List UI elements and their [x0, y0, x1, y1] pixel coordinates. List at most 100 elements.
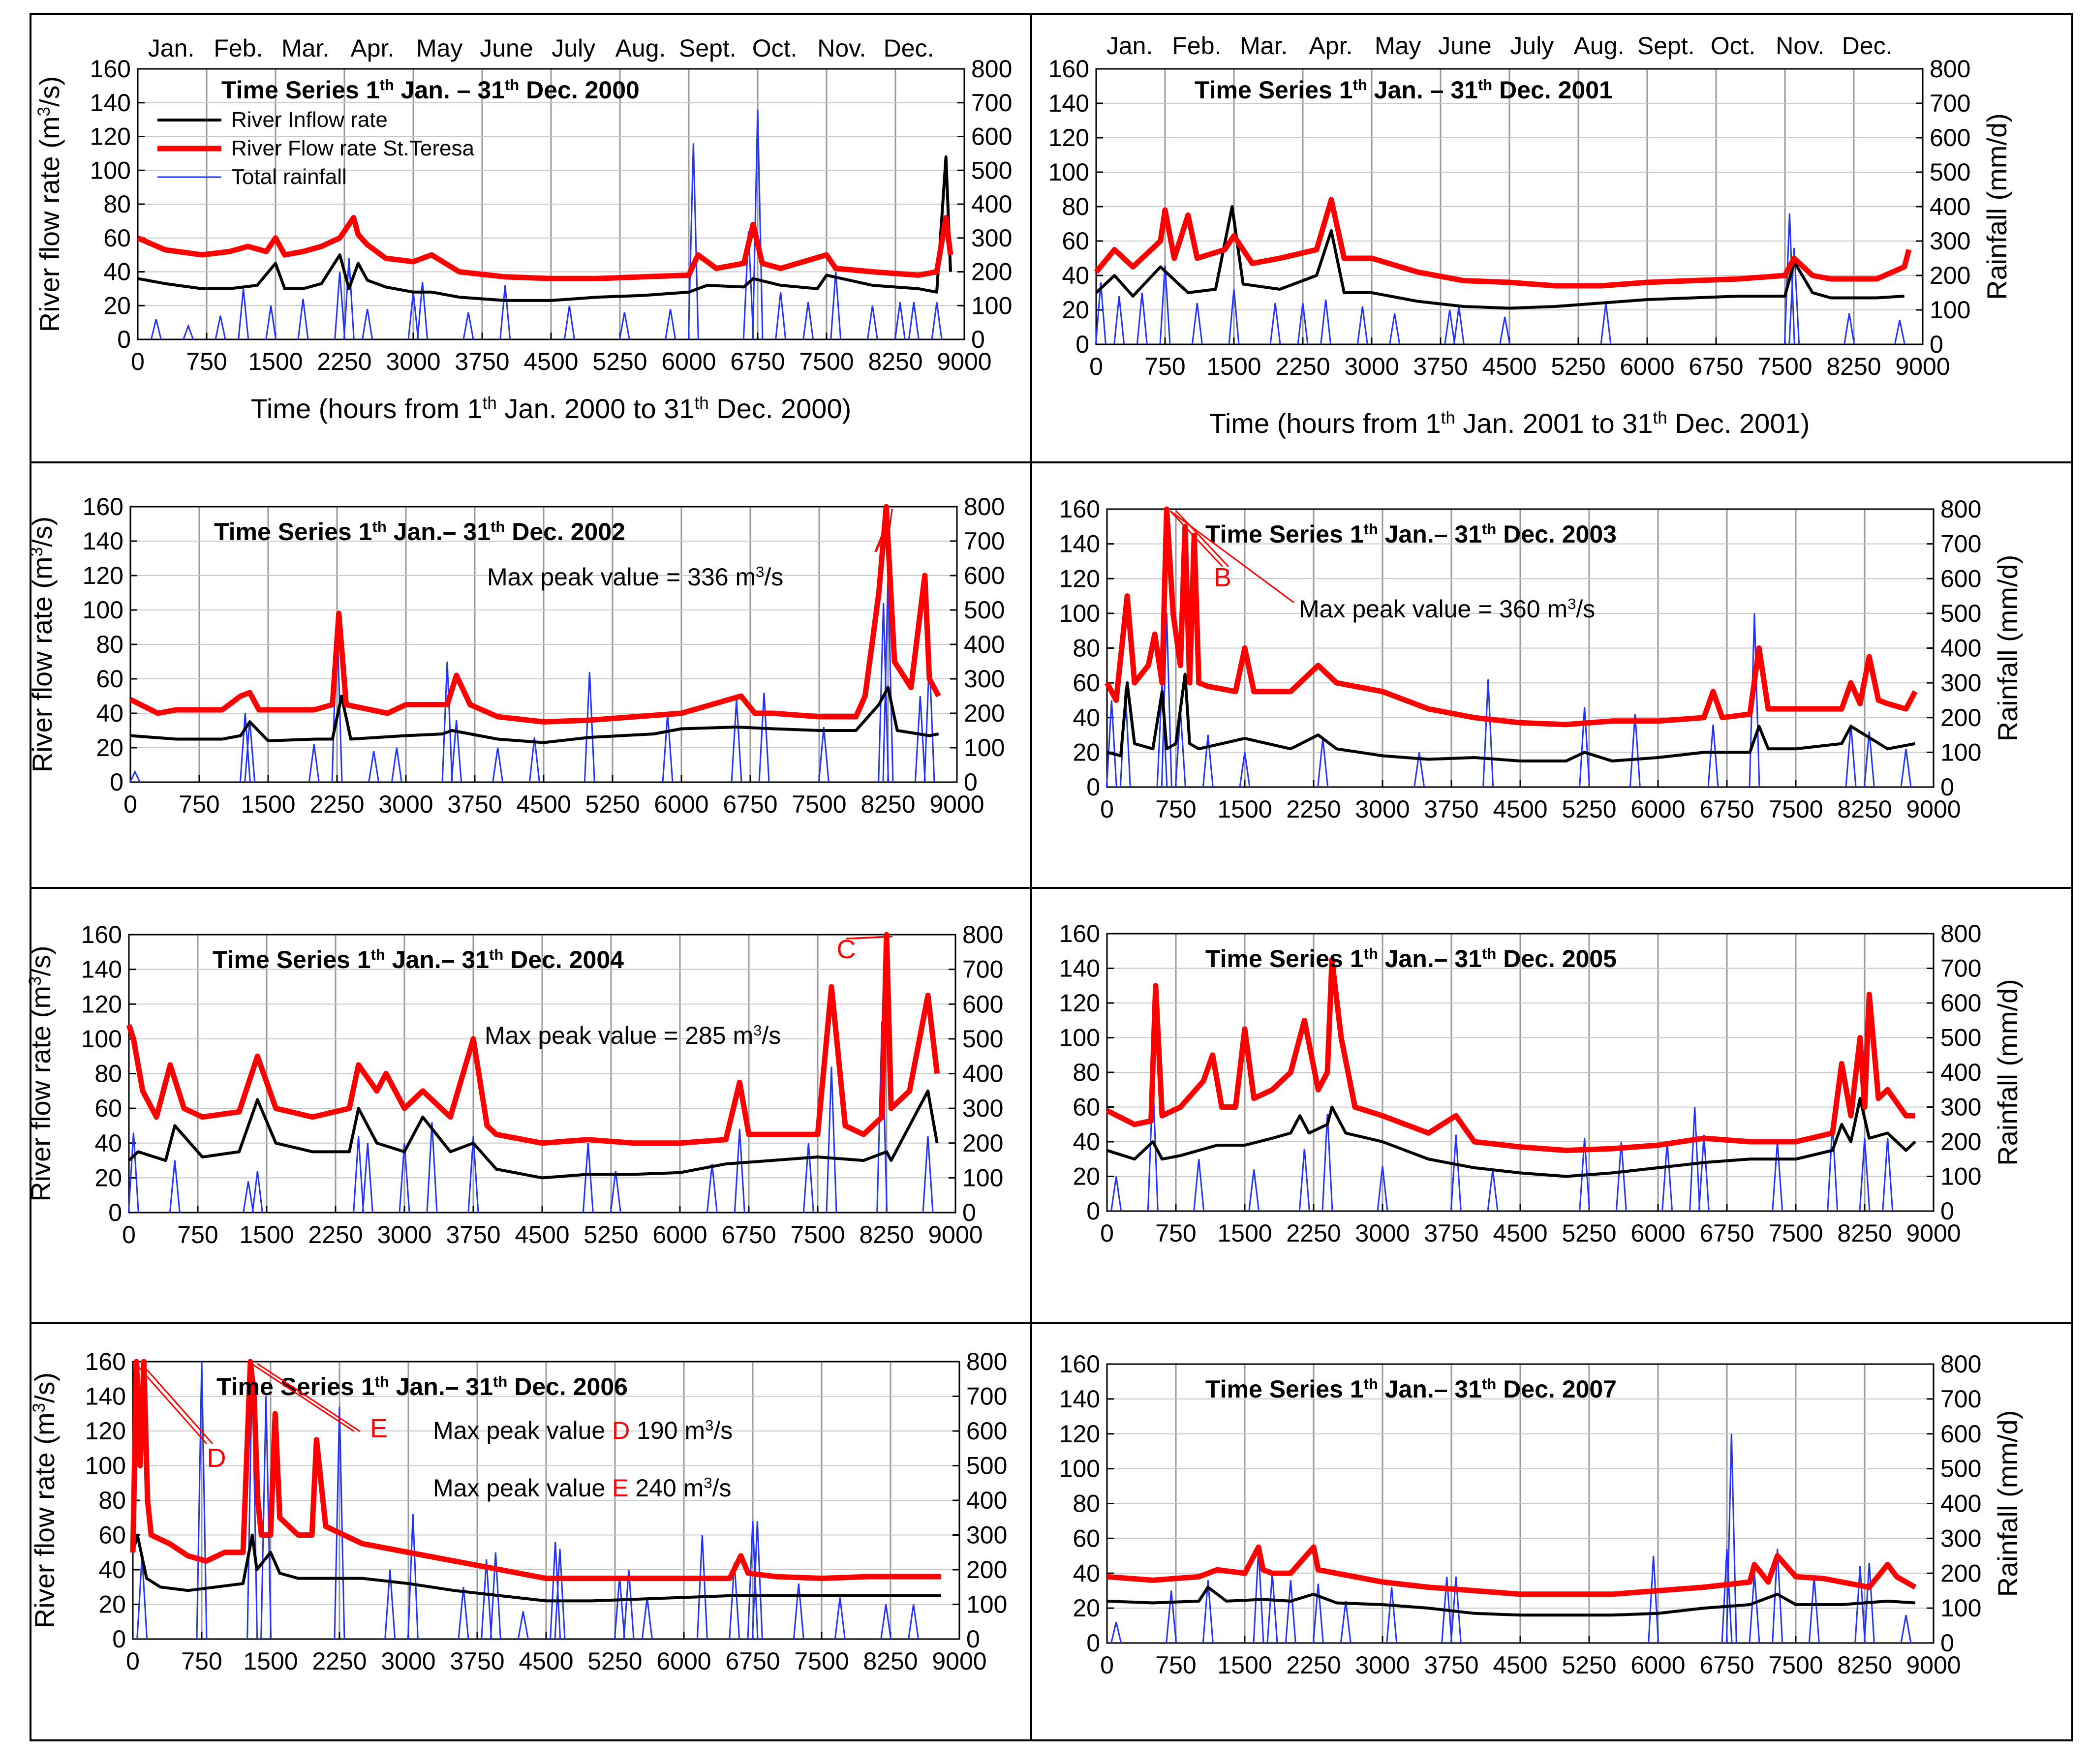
rainfall-spike: [818, 727, 829, 783]
y2-tick-label: 300: [966, 1521, 1007, 1549]
series-line-flow: [126, 932, 940, 1146]
x-tick-label: 8250: [1837, 795, 1892, 823]
figure-border: [30, 13, 2073, 1741]
y-tick-label: 120: [1059, 1420, 1100, 1448]
x-tick-label: 3750: [1424, 1219, 1478, 1247]
y-tick-label: 140: [81, 956, 122, 983]
x-tick-label: 3750: [450, 1647, 504, 1675]
rainfall-spike: [426, 1122, 438, 1213]
month-label: Dec.: [884, 34, 934, 62]
y-tick-label: 80: [1073, 1059, 1100, 1086]
x-tick-label: 1500: [243, 1647, 298, 1675]
x-tick-label: 0: [1100, 1651, 1114, 1679]
y-tick-label: 120: [90, 123, 131, 151]
rainfall-spike: [747, 1521, 759, 1640]
x-tick-label: 0: [1100, 1219, 1114, 1247]
rainfall-spike: [384, 1569, 396, 1640]
rainfall-spike: [914, 696, 926, 783]
y2-tick-label: 800: [964, 493, 1005, 520]
rainfall-spike: [1721, 1549, 1733, 1643]
series-line-flow: [1094, 197, 1912, 289]
y-tick-label: 60: [94, 1095, 122, 1122]
x-tick-label: 2250: [1275, 353, 1330, 380]
chart-title: Time Series 1th Jan.– 31th Dec. 2006: [216, 1373, 628, 1401]
x-tick-label: 750: [1144, 353, 1185, 380]
rainfall-spike: [1689, 1107, 1701, 1212]
x-tick-label: 3000: [1355, 1219, 1410, 1247]
month-label: Feb.: [214, 34, 263, 62]
series-line-inflow: [137, 155, 952, 302]
x-tick-label: 7500: [794, 1647, 849, 1675]
x-tick-label: 7500: [1768, 795, 1823, 823]
rainfall-spike: [1788, 247, 1800, 345]
rainfall-spike: [802, 1143, 814, 1213]
x-tick-label: 0: [131, 348, 145, 375]
x-tick-label: 6000: [1630, 1219, 1685, 1247]
y-tick-label: 60: [103, 224, 131, 252]
month-label: Mar.: [281, 34, 329, 62]
rainfall-spike: [775, 292, 787, 340]
month-label: Apr.: [350, 34, 394, 62]
x-tick-label: 3000: [377, 1221, 431, 1248]
x-tick-label: 6750: [725, 1647, 780, 1675]
y-axis-title: River flow rate (m3/s): [29, 1372, 60, 1628]
y-tick-label: 20: [1062, 296, 1089, 324]
y2-axis-title: Rainfall (mm/d): [1981, 113, 2012, 300]
rainfall-spike: [391, 747, 402, 783]
y2-tick-label: 700: [1940, 1385, 1981, 1413]
x-tick-label: 5250: [587, 1647, 642, 1675]
rainfall-spike: [1863, 1562, 1875, 1643]
y-axis-title: River flow rate (m3/s): [34, 76, 65, 332]
y-tick-label: 80: [98, 1487, 126, 1514]
x-tick-label: 750: [179, 791, 219, 818]
x-tick-label: 1500: [241, 791, 295, 818]
x-tick-label: 750: [186, 348, 227, 375]
y2-tick-label: 100: [1940, 738, 1981, 766]
x-tick-label: 4500: [1493, 795, 1547, 823]
x-tick-label: 3750: [1413, 353, 1468, 380]
chart-title: Time Series 1th Jan.– 31th Dec. 2005: [1205, 945, 1617, 973]
y-tick-label: 40: [94, 1129, 122, 1157]
y-tick-label: 120: [81, 990, 122, 1018]
y-tick-label: 40: [98, 1556, 126, 1583]
rainfall-spike: [1113, 296, 1125, 345]
x-tick-label: 6750: [723, 791, 777, 818]
x-tick-label: 6000: [654, 791, 708, 818]
x-tick-label: 9000: [1906, 795, 1961, 823]
rainfall-spike: [1202, 734, 1214, 788]
y-tick-label: 100: [90, 156, 131, 184]
x-tick-label: 8250: [1837, 1651, 1892, 1679]
y2-tick-label: 500: [971, 156, 1012, 184]
rainfall-spike: [353, 1136, 365, 1213]
rainfall-spike: [1441, 1577, 1453, 1643]
rainfall-spike: [734, 1129, 745, 1213]
rainfall-spike: [1248, 1169, 1260, 1212]
x-tick-label: 0: [126, 1647, 140, 1675]
y-tick-label: 100: [83, 596, 123, 624]
x-tick-label: 2250: [309, 791, 364, 818]
annotation-text: Max peak value = 285 m3/s: [485, 1022, 781, 1050]
x-tick-label: 7500: [1768, 1651, 1823, 1679]
month-label: July: [1510, 32, 1554, 60]
y-tick-label: 160: [1059, 1350, 1100, 1378]
y-tick-label: 20: [98, 1591, 126, 1618]
x-tick-label: 2250: [308, 1221, 363, 1248]
rainfall-spike: [362, 1143, 373, 1213]
annotation-arrow: [256, 1363, 361, 1432]
rainfall-spike: [343, 258, 355, 340]
series-line-inflow: [1106, 1585, 1915, 1617]
rainfall-spike: [826, 1066, 837, 1213]
x-tick-label: 9000: [937, 348, 991, 375]
x-tick-label: 750: [177, 1221, 218, 1248]
rainfall-spike: [1136, 292, 1148, 345]
rainfall-spike: [1843, 313, 1855, 345]
y2-tick-label: 600: [1940, 565, 1981, 592]
y-tick-label: 40: [103, 258, 131, 286]
chart-title: Time Series 1th Jan. – 31th Dec. 2000: [221, 76, 640, 104]
rainfall-spike: [251, 1171, 263, 1213]
rainfall-spike: [441, 661, 453, 783]
rainfall-spike: [610, 1171, 621, 1213]
rainfall-spike: [238, 288, 249, 340]
y2-tick-label: 700: [966, 1383, 1007, 1410]
